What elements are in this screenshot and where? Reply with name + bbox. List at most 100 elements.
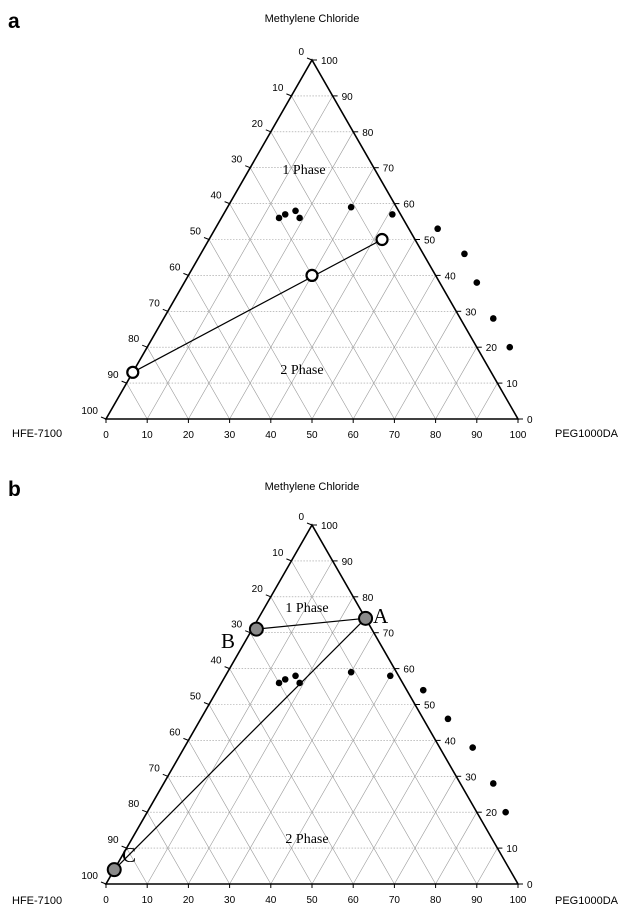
tick-label-right-20: 20 <box>486 808 498 819</box>
data-point-0-4 <box>347 203 355 211</box>
tick-label-bottom-10: 10 <box>142 895 154 906</box>
tick-label-right-30: 30 <box>465 772 477 783</box>
tick-label-bottom-80: 80 <box>430 895 442 906</box>
grid-line-hfe-60 <box>188 740 272 885</box>
tick-label-right-0: 0 <box>527 880 533 891</box>
tick-label-right-50: 50 <box>424 701 436 712</box>
grid-line-hfe-10 <box>291 560 478 885</box>
grid-line-peg-10 <box>146 560 333 885</box>
tick-label-bottom-30: 30 <box>224 430 236 441</box>
tick-label-right-10: 10 <box>506 379 518 390</box>
data-point-0-8 <box>473 279 481 286</box>
tick-mark-left-30 <box>245 165 251 169</box>
tick-label-left-30: 30 <box>231 620 243 631</box>
tick-label-left-90: 90 <box>107 370 119 381</box>
point-label-b: B <box>221 629 235 653</box>
tick-mark-left-60 <box>183 272 189 276</box>
tick-label-left-50: 50 <box>190 227 202 238</box>
tick-mark-left-0 <box>306 57 313 61</box>
grid-line-peg-70 <box>394 311 457 420</box>
tick-label-left-0: 0 <box>298 512 304 523</box>
data-point-0-9 <box>489 780 497 787</box>
data-point-1-1 <box>248 621 264 637</box>
tick-mark-left-90 <box>121 380 127 384</box>
tick-label-left-70: 70 <box>149 763 161 774</box>
tick-mark-left-10 <box>286 93 292 97</box>
tick-label-left-80: 80 <box>128 799 140 810</box>
data-point-0-6 <box>419 686 427 694</box>
right-corner-label: PEG1000DA <box>555 895 619 907</box>
tick-label-left-60: 60 <box>169 727 181 738</box>
data-point-0-1 <box>281 676 289 683</box>
tick-label-right-100: 100 <box>321 56 338 67</box>
tick-label-right-70: 70 <box>383 164 395 175</box>
tick-label-bottom-0: 0 <box>103 895 109 906</box>
phase-label-2: 2 Phase <box>285 832 328 847</box>
grid-line-peg-90 <box>476 382 498 420</box>
tick-label-left-20: 20 <box>252 119 264 130</box>
tick-label-right-80: 80 <box>362 593 374 604</box>
tick-label-bottom-50: 50 <box>306 430 318 441</box>
tick-mark-left-20 <box>265 594 271 598</box>
data-point-0-6 <box>434 225 441 233</box>
data-point-0-10 <box>502 808 509 816</box>
tick-label-right-80: 80 <box>362 128 374 139</box>
tick-label-right-90: 90 <box>342 557 354 568</box>
data-point-0-9 <box>489 315 497 322</box>
tick-label-left-10: 10 <box>272 83 284 94</box>
grid-line-peg-50 <box>311 239 416 420</box>
grid-line-peg-80 <box>435 812 478 885</box>
tick-mark-left-100 <box>100 416 107 420</box>
tick-mark-left-100 <box>100 881 107 885</box>
tick-label-right-20: 20 <box>486 343 498 354</box>
tick-label-left-90: 90 <box>107 835 119 846</box>
tick-mark-left-40 <box>224 666 230 670</box>
left-corner-label: HFE-7100 <box>12 428 62 440</box>
phase-label-2: 2 Phase <box>280 363 323 378</box>
point-label-a: A <box>373 604 389 628</box>
tick-mark-left-80 <box>142 344 148 348</box>
tick-label-bottom-100: 100 <box>510 895 527 906</box>
data-point-0-7 <box>444 715 452 723</box>
tick-label-right-40: 40 <box>445 736 457 747</box>
grid-line-hfe-10 <box>291 95 478 420</box>
tick-label-right-60: 60 <box>403 200 415 211</box>
grid-line-peg-50 <box>311 704 416 885</box>
data-point-0-0 <box>275 214 283 222</box>
tick-mark-left-50 <box>203 702 210 705</box>
tick-label-bottom-50: 50 <box>306 895 318 906</box>
data-point-1-2 <box>106 862 122 878</box>
tick-label-left-0: 0 <box>298 47 304 58</box>
data-point-0-3 <box>296 679 303 687</box>
tick-label-bottom-70: 70 <box>389 895 401 906</box>
tick-mark-left-70 <box>162 308 168 312</box>
grid-line-hfe-80 <box>146 347 189 420</box>
tick-label-bottom-90: 90 <box>471 430 483 441</box>
tick-label-right-90: 90 <box>342 92 354 103</box>
tick-label-right-0: 0 <box>527 415 533 426</box>
data-point-1-0 <box>126 365 140 379</box>
tick-label-left-60: 60 <box>169 262 181 273</box>
grid-line-peg-60 <box>352 740 436 885</box>
grid-line-peg-10 <box>146 95 333 420</box>
tick-label-left-70: 70 <box>149 298 161 309</box>
tick-label-bottom-70: 70 <box>389 430 401 441</box>
tick-label-bottom-0: 0 <box>103 430 109 441</box>
panel-letter-b: b <box>8 478 21 501</box>
tick-label-right-30: 30 <box>465 307 477 318</box>
tick-label-bottom-100: 100 <box>510 430 527 441</box>
tick-mark-left-70 <box>162 773 168 777</box>
panel-letter-a: a <box>8 10 20 33</box>
tick-label-bottom-80: 80 <box>430 430 442 441</box>
data-point-0-0 <box>275 679 283 687</box>
data-point-1-2 <box>375 232 389 247</box>
grid-line-hfe-60 <box>188 275 272 420</box>
data-point-0-7 <box>461 250 468 258</box>
data-point-0-8 <box>469 744 476 751</box>
ternary-panel-a: 0 0 0 10 10 10 20 20 20 30 30 30 40 40 40 50 50 50 60 60 60 7… <box>12 13 619 441</box>
tick-label-bottom-40: 40 <box>265 430 277 441</box>
tick-mark-left-40 <box>224 201 230 205</box>
tick-label-left-50: 50 <box>190 692 202 703</box>
data-point-0-3 <box>296 214 303 222</box>
